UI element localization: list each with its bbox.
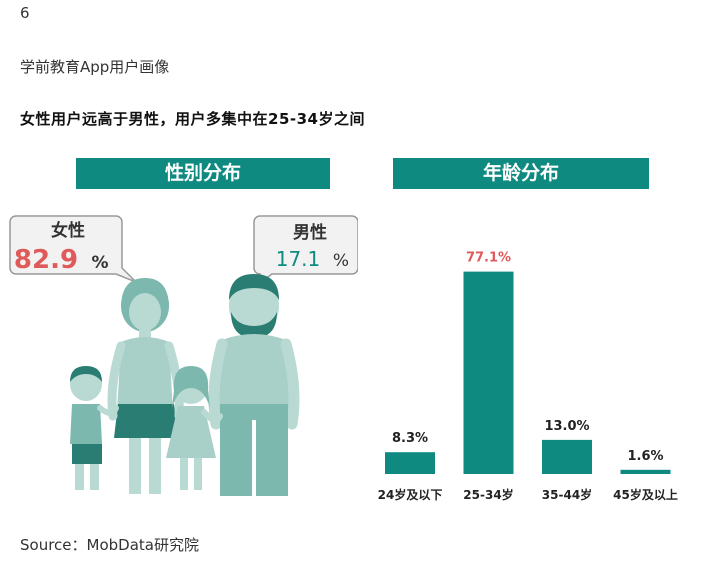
source-note: Source：MobData研究院: [20, 536, 199, 554]
male-percent: 17.1: [276, 247, 321, 271]
age-bar-2: [542, 439, 592, 474]
male-percent-unit: %: [333, 251, 349, 271]
gender-distribution-banner: 性别分布: [76, 158, 330, 189]
age-bar-0: [385, 452, 435, 474]
female-label: 女性: [51, 220, 85, 241]
bars-layer: [385, 271, 671, 474]
age-value-label-2: 13.0%: [544, 419, 589, 434]
age-category-label-3: 45岁及以上: [613, 487, 678, 502]
age-value-label-0: 8.3%: [392, 431, 428, 446]
age-distribution-chart: 8.3% 77.1% 13.0% 1.6% 24岁及以下 25-34岁 35-44岁 45岁…: [378, 251, 678, 502]
male-speech-bubble: 男性 17.1 %: [253, 215, 358, 286]
father-figure: [208, 274, 300, 496]
page-number: 6: [20, 4, 30, 22]
age-value-label-1: 77.1%: [466, 251, 511, 266]
age-value-label-3: 1.6%: [627, 449, 663, 464]
age-bar-3: [620, 469, 671, 474]
age-distribution-banner: 年龄分布: [393, 158, 649, 189]
female-percent: 82.9: [14, 245, 78, 275]
age-category-label-0: 24岁及以下: [378, 487, 443, 502]
mother-figure: [107, 278, 184, 494]
female-speech-bubble: 女性 82.9 %: [9, 215, 137, 283]
girl-figure: [166, 366, 223, 490]
family-illustration: 女性 82.9 % 男性 17.1 %: [9, 215, 358, 496]
age-category-label-1: 25-34岁: [463, 487, 513, 502]
headline: 女性用户远高于男性，用户多集中在25-34岁之间: [20, 110, 365, 128]
boy-figure: [70, 366, 119, 490]
value-labels-layer: 8.3% 77.1% 13.0% 1.6%: [392, 251, 664, 464]
category-labels-layer: 24岁及以下 25-34岁 35-44岁 45岁及以上: [378, 487, 678, 502]
section-title: 学前教育App用户画像: [20, 58, 170, 76]
age-bar-1: [463, 271, 514, 474]
male-label: 男性: [293, 222, 327, 243]
female-percent-unit: %: [91, 253, 108, 273]
age-category-label-2: 35-44岁: [542, 487, 592, 502]
